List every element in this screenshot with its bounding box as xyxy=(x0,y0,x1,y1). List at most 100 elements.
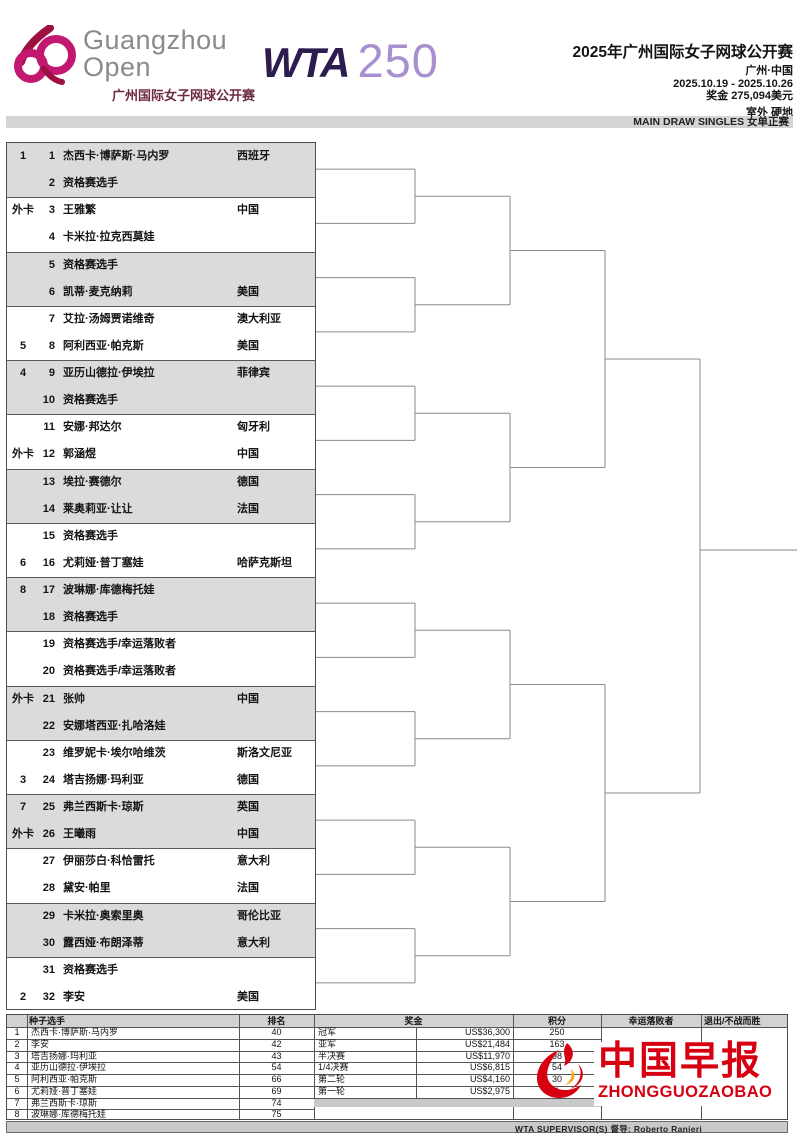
player-name: 阿利西亚·帕克斯 xyxy=(63,339,144,352)
position-number: 15 xyxy=(42,529,55,542)
position-number: 14 xyxy=(42,502,55,515)
draw-row-18: 18 资格赛选手 xyxy=(7,604,315,632)
draw-row-27: 27 伊丽莎白·科恰雷托 意大利 xyxy=(7,848,315,875)
draw-table: 1 1 杰西卡·博萨斯·马内罗 西班牙 2 资格赛选手 外卡 3 王雅繁 中国 4 卡米拉·拉克西莫娃… xyxy=(6,142,316,1010)
pair-separator xyxy=(7,305,315,307)
draw-row-32: 2 32 李安 美国 xyxy=(7,984,315,1011)
position-number: 9 xyxy=(48,367,55,379)
position-number: 3 xyxy=(48,204,55,217)
player-country: 中国 xyxy=(237,692,259,705)
draw-row-4: 4 卡米拉·拉克西莫娃 xyxy=(7,224,315,251)
player-country: 中国 xyxy=(237,448,259,461)
position-number: 4 xyxy=(48,231,55,244)
player-name: 安娜塔西亚·扎哈洛娃 xyxy=(63,719,166,732)
round-label: 第二轮 xyxy=(318,1074,346,1084)
position-number: 13 xyxy=(42,475,55,488)
seeded-player-name: 杰西卡·博萨斯·马内罗 xyxy=(31,1027,118,1037)
round-prize: US$11,970 xyxy=(465,1050,510,1061)
position-number: 17 xyxy=(42,584,55,596)
player-country: 德国 xyxy=(237,773,259,786)
player-country: 法国 xyxy=(237,502,259,515)
table-column-line xyxy=(513,1015,514,1119)
seeds-table-header xyxy=(7,1015,787,1028)
seed-row-line xyxy=(7,1109,314,1111)
round-label: 亚军 xyxy=(318,1038,337,1049)
draw-row-19: 19 资格赛选手/幸运落败者 xyxy=(7,631,315,658)
round-points: 250 xyxy=(549,1027,565,1037)
guangzhou-open-wordmark: Guangzhou Open xyxy=(83,27,227,81)
position-number: 5 xyxy=(48,258,55,271)
round-row-line xyxy=(314,1085,601,1087)
draw-row-17: 8 17 波琳娜·库德梅托娃 xyxy=(7,577,315,605)
seed-label: 3 xyxy=(19,773,27,786)
draw-row-14: 14 莱奥莉亚·让让 法国 xyxy=(7,495,315,523)
draw-row-1: 1 1 杰西卡·博萨斯·马内罗 西班牙 xyxy=(7,143,315,171)
draw-row-26: 外卡 26 王曦雨 中国 xyxy=(7,821,315,849)
guangzhou-open-subtitle: 广州国际女子网球公开赛 xyxy=(112,88,256,103)
player-name: 卡米拉·拉克西莫娃 xyxy=(63,231,155,244)
draw-row-20: 20 资格赛选手/幸运落败者 xyxy=(7,658,315,685)
player-country: 英国 xyxy=(237,801,259,813)
seeded-player-rank: 74 xyxy=(271,1097,282,1108)
draw-row-8: 5 8 阿利西亚·帕克斯 美国 xyxy=(7,333,315,360)
round-points: 163 xyxy=(549,1038,565,1049)
position-number: 21 xyxy=(42,692,55,705)
zhongguo-zaobao-logo: 中国早报 ZHONGGUOZAOBAO xyxy=(528,1042,779,1106)
seed-number: 5 xyxy=(14,1074,20,1084)
position-number: 7 xyxy=(48,312,55,325)
seed-row-line xyxy=(7,1062,314,1064)
player-country: 菲律宾 xyxy=(237,367,270,379)
round-row-line xyxy=(314,1038,601,1040)
seed-label: 7 xyxy=(19,801,27,813)
position-number: 22 xyxy=(42,719,55,732)
player-country: 哈萨克斯坦 xyxy=(237,556,292,569)
pair-separator xyxy=(7,685,315,687)
player-name: 维罗妮卡·埃尔哈维茨 xyxy=(63,746,166,759)
wta-tier-250: 250 xyxy=(357,34,439,87)
seeded-player-rank: 43 xyxy=(271,1050,282,1061)
seed-label: 8 xyxy=(19,584,27,596)
seeded-player-name: 李安 xyxy=(31,1038,50,1049)
supervisor-text: WTA SUPERVISOR(S) 督导: Roberto Ranieri xyxy=(515,1124,703,1134)
seed-number: 4 xyxy=(14,1062,20,1073)
player-name: 资格赛选手 xyxy=(63,394,118,407)
pair-separator xyxy=(7,631,315,633)
player-name: 资格赛选手 xyxy=(63,611,118,624)
position-number: 20 xyxy=(42,665,55,678)
tournament-prize: 奖金 275,094美元 xyxy=(706,90,793,102)
player-name: 尤莉娅·普丁塞娃 xyxy=(63,556,144,569)
player-country: 美国 xyxy=(237,285,259,298)
player-country: 意大利 xyxy=(237,855,270,868)
pair-separator xyxy=(7,956,315,958)
zaobao-emblem-icon xyxy=(537,1043,583,1098)
round-prize: US$6,815 xyxy=(469,1062,510,1073)
position-number: 19 xyxy=(42,638,55,651)
seed-label: 外卡 xyxy=(12,828,34,841)
round-prize: US$4,160 xyxy=(469,1074,510,1084)
seed-row-line xyxy=(7,1097,314,1099)
pair-separator xyxy=(7,577,315,578)
position-number: 23 xyxy=(42,746,55,759)
player-name: 李安 xyxy=(63,990,85,1003)
player-country: 中国 xyxy=(237,204,259,217)
round-points: 30 xyxy=(551,1074,562,1084)
position-number: 31 xyxy=(42,963,55,976)
player-name: 弗兰西斯卡·琼斯 xyxy=(63,801,144,813)
player-country: 西班牙 xyxy=(237,150,270,162)
seed-row-line xyxy=(7,1038,314,1040)
player-name: 郭涵煜 xyxy=(63,448,96,461)
player-country: 美国 xyxy=(237,990,259,1003)
draw-row-21: 外卡 21 张帅 中国 xyxy=(7,685,315,713)
position-number: 28 xyxy=(42,882,55,895)
pair-separator xyxy=(7,522,315,524)
supervisor-band: WTA SUPERVISOR(S) 督导: Roberto Ranieri xyxy=(6,1121,788,1134)
round-label: 冠军 xyxy=(318,1027,337,1037)
seeded-player-rank: 40 xyxy=(271,1027,282,1037)
position-number: 12 xyxy=(42,448,55,461)
player-name: 卡米拉·奥索里奥 xyxy=(63,909,144,922)
position-number: 16 xyxy=(42,556,55,569)
pair-separator xyxy=(7,468,315,470)
round-prize: US$36,300 xyxy=(464,1027,510,1037)
